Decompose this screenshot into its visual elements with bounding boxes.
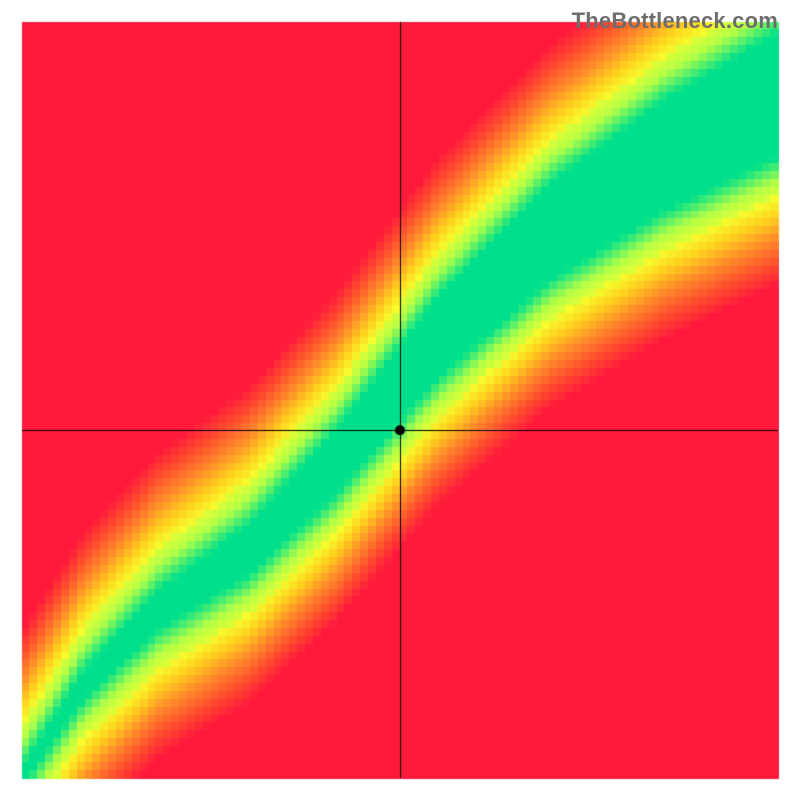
chart-container: TheBottleneck.com — [0, 0, 800, 800]
watermark-text: TheBottleneck.com — [572, 8, 778, 34]
crosshair-overlay — [0, 0, 800, 800]
